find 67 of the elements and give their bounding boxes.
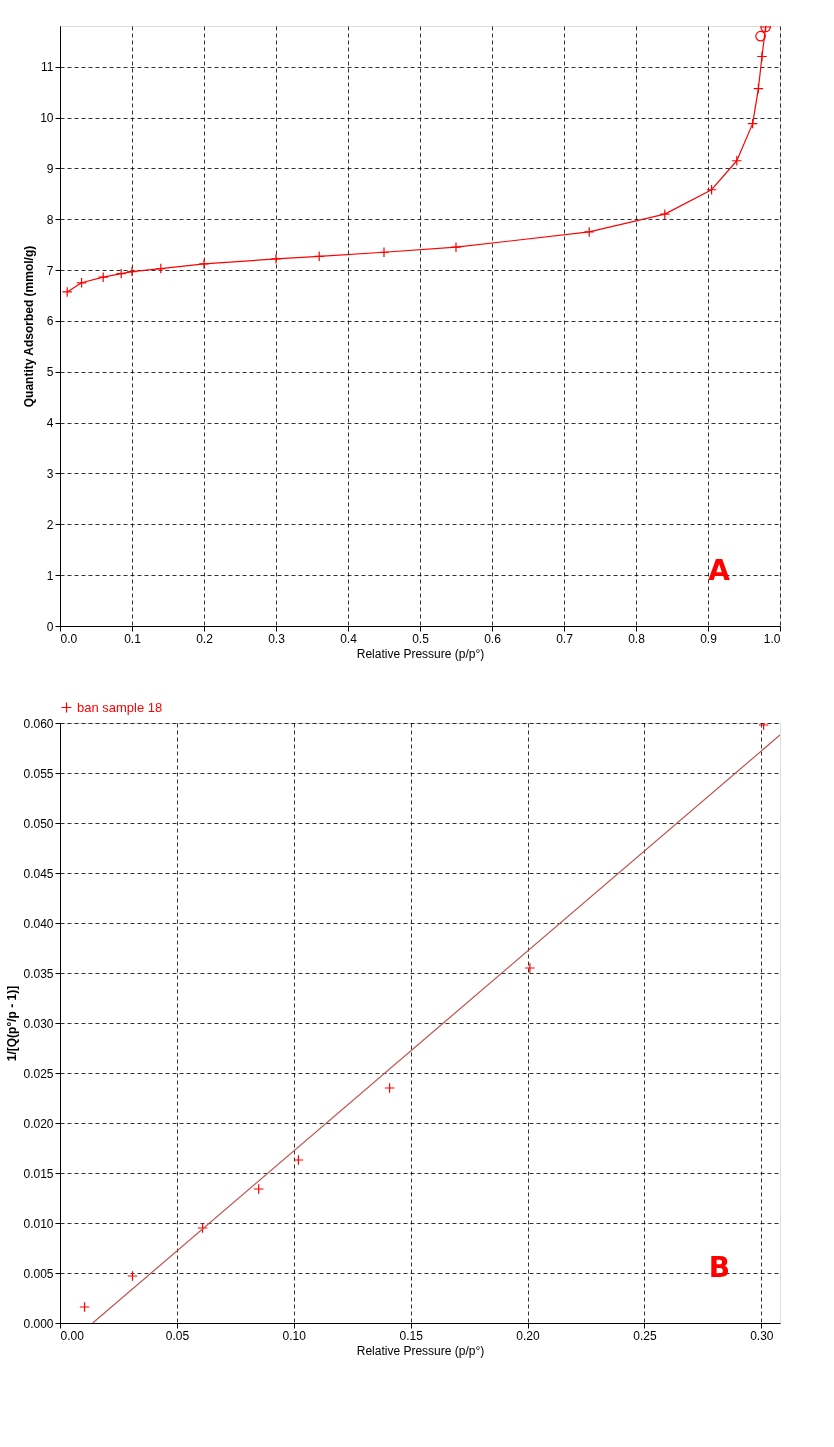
x-axis-title: Relative Pressure (p/p°) xyxy=(356,1343,485,1358)
y-tick-label: 4 xyxy=(46,416,54,431)
point xyxy=(755,30,766,42)
point xyxy=(706,184,717,196)
y-tick-label: 3 xyxy=(46,466,54,481)
y-tick-label: 0.060 xyxy=(23,716,54,731)
x-tick-label: 0.9 xyxy=(700,631,718,646)
point xyxy=(524,962,536,974)
y-tick-label: 0.050 xyxy=(23,816,54,831)
y-tick-label: 11 xyxy=(41,60,54,75)
x-tick-label: 0.5 xyxy=(412,631,430,646)
point xyxy=(127,1270,138,1282)
y-tick-label: 0.045 xyxy=(23,866,54,881)
x-tick-label: 1.0 xyxy=(763,631,781,646)
x-tick-label: 0.10 xyxy=(282,1328,307,1343)
point xyxy=(747,118,758,129)
point xyxy=(384,1082,395,1094)
x-tick-label: 0.2 xyxy=(196,631,214,646)
point xyxy=(76,277,87,289)
x-tick-label: 0.00 xyxy=(60,1328,85,1343)
x-tick-label: 0.6 xyxy=(484,631,502,646)
y-tick-label: 7 xyxy=(46,263,54,278)
y-tick-label: 0.020 xyxy=(23,1116,54,1131)
y-tick-label: 0 xyxy=(46,619,54,634)
y-tick-label: 5 xyxy=(46,365,54,380)
y-tick-label: 10 xyxy=(40,111,54,126)
annotation: A xyxy=(708,554,731,587)
point xyxy=(197,1222,208,1234)
y-tick-label: 8 xyxy=(46,212,54,227)
x-tick-label: 0.0 xyxy=(60,631,78,646)
y-tick-label: 2 xyxy=(46,517,54,532)
x-tick-label: 0.4 xyxy=(340,631,358,646)
x-tick-label: 0.1 xyxy=(124,631,142,646)
y-axis-title: 1/[Q(p°/p - 1)] xyxy=(5,985,20,1062)
x-tick-label: 0.8 xyxy=(628,631,646,646)
x-tick-label: 0.05 xyxy=(165,1328,190,1343)
x-axis-title: Relative Pressure (p/p°) xyxy=(356,646,485,661)
x-tick-label: 0.30 xyxy=(750,1328,774,1343)
point xyxy=(731,155,743,167)
y-tick-label: 0.040 xyxy=(23,916,54,931)
y-tick-label: 0.035 xyxy=(23,966,54,981)
y-axis-title: Quantity Adsorbed (mmol/g) xyxy=(22,245,37,408)
y-tick-label: 0.000 xyxy=(23,1316,54,1331)
x-tick-label: 0.25 xyxy=(633,1328,657,1343)
y-tick-label: 0.030 xyxy=(23,1016,54,1031)
y-tick-label: 9 xyxy=(46,161,54,176)
point xyxy=(270,253,282,265)
point xyxy=(79,1301,90,1313)
point xyxy=(753,83,764,94)
y-tick-label: 1 xyxy=(46,568,54,583)
legend-label: ban sample 18 xyxy=(77,699,163,715)
y-tick-label: 0.025 xyxy=(23,1066,54,1081)
x-tick-label: 0.7 xyxy=(556,631,574,646)
point xyxy=(758,723,769,731)
y-tick-label: 0.005 xyxy=(23,1266,54,1281)
x-tick-label: 0.3 xyxy=(268,631,286,646)
point xyxy=(61,286,73,298)
point xyxy=(293,1154,304,1166)
x-tick-label: 0.15 xyxy=(399,1328,424,1343)
y-tick-label: 0.055 xyxy=(23,766,54,781)
point xyxy=(155,263,167,274)
annotation: B xyxy=(708,1251,730,1284)
point xyxy=(253,1183,265,1195)
y-tick-label: 6 xyxy=(46,314,54,329)
y-tick-label: 0.010 xyxy=(23,1216,54,1231)
y-tick-label: 0.015 xyxy=(23,1166,54,1181)
x-tick-label: 0.20 xyxy=(516,1328,541,1343)
